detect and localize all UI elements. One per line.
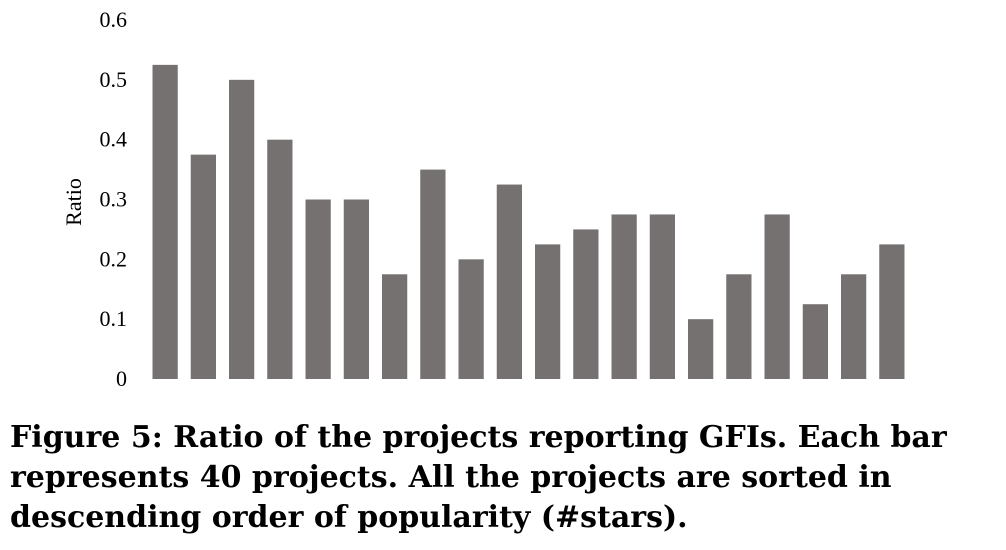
bar <box>496 184 522 379</box>
bar <box>420 169 446 379</box>
y-tick-label: 0.6 <box>100 7 128 32</box>
y-tick-label: 0 <box>116 366 127 391</box>
bar <box>229 79 255 379</box>
bar <box>343 199 369 379</box>
bar <box>535 244 561 380</box>
bar <box>726 274 752 379</box>
bar <box>190 154 216 380</box>
bar <box>688 319 714 379</box>
bar <box>458 259 484 379</box>
bar <box>841 274 867 379</box>
y-tick-label: 0.4 <box>100 127 128 152</box>
bar <box>382 274 408 379</box>
bar <box>152 64 178 380</box>
y-tick-label: 0.3 <box>100 187 128 212</box>
bars <box>152 64 905 380</box>
y-tick-label: 0.1 <box>100 306 128 331</box>
bar <box>305 199 331 379</box>
bar <box>267 139 293 379</box>
bar <box>573 229 599 379</box>
figure-caption: Figure 5: Ratio of the projects reportin… <box>10 420 947 535</box>
y-tick-label: 0.5 <box>100 67 128 92</box>
y-tick-label: 0.2 <box>100 246 128 271</box>
bar <box>611 214 637 379</box>
y-axis-label: Ratio <box>61 178 86 226</box>
bar-chart: 0 0.1 0.2 0.3 0.4 0.5 0.6 Ratio <box>61 7 905 391</box>
bar <box>879 244 905 380</box>
bar <box>649 214 675 379</box>
bar <box>802 304 828 379</box>
y-axis-ticks: 0 0.1 0.2 0.3 0.4 0.5 0.6 <box>100 7 128 391</box>
bar <box>764 214 790 379</box>
